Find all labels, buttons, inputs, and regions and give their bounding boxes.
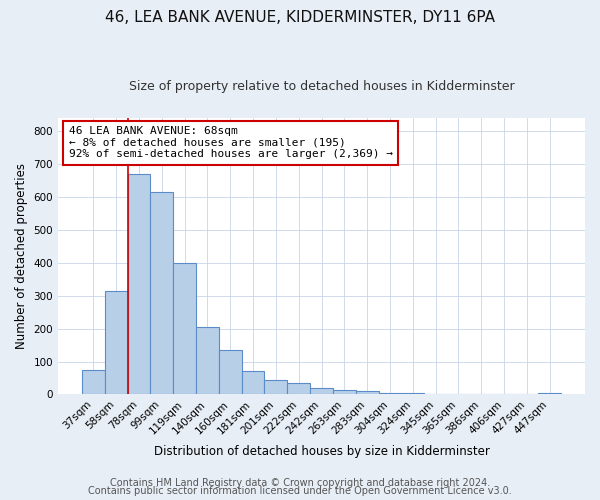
Bar: [310, 388, 333, 394]
Bar: [151, 192, 173, 394]
X-axis label: Distribution of detached houses by size in Kidderminster: Distribution of detached houses by size …: [154, 444, 490, 458]
Bar: [356, 391, 379, 394]
Bar: [538, 393, 561, 394]
Bar: [401, 393, 424, 394]
Bar: [173, 262, 196, 394]
Bar: [82, 370, 105, 394]
Bar: [333, 390, 356, 394]
Text: 46 LEA BANK AVENUE: 68sqm
← 8% of detached houses are smaller (195)
92% of semi-: 46 LEA BANK AVENUE: 68sqm ← 8% of detach…: [68, 126, 392, 160]
Text: Contains HM Land Registry data © Crown copyright and database right 2024.: Contains HM Land Registry data © Crown c…: [110, 478, 490, 488]
Bar: [196, 327, 219, 394]
Bar: [265, 380, 287, 394]
Text: Contains public sector information licensed under the Open Government Licence v3: Contains public sector information licen…: [88, 486, 512, 496]
Text: 46, LEA BANK AVENUE, KIDDERMINSTER, DY11 6PA: 46, LEA BANK AVENUE, KIDDERMINSTER, DY11…: [105, 10, 495, 25]
Bar: [242, 372, 265, 394]
Bar: [219, 350, 242, 395]
Bar: [128, 174, 151, 394]
Bar: [379, 393, 401, 394]
Y-axis label: Number of detached properties: Number of detached properties: [15, 163, 28, 349]
Bar: [287, 383, 310, 394]
Bar: [105, 290, 128, 395]
Title: Size of property relative to detached houses in Kidderminster: Size of property relative to detached ho…: [129, 80, 514, 93]
